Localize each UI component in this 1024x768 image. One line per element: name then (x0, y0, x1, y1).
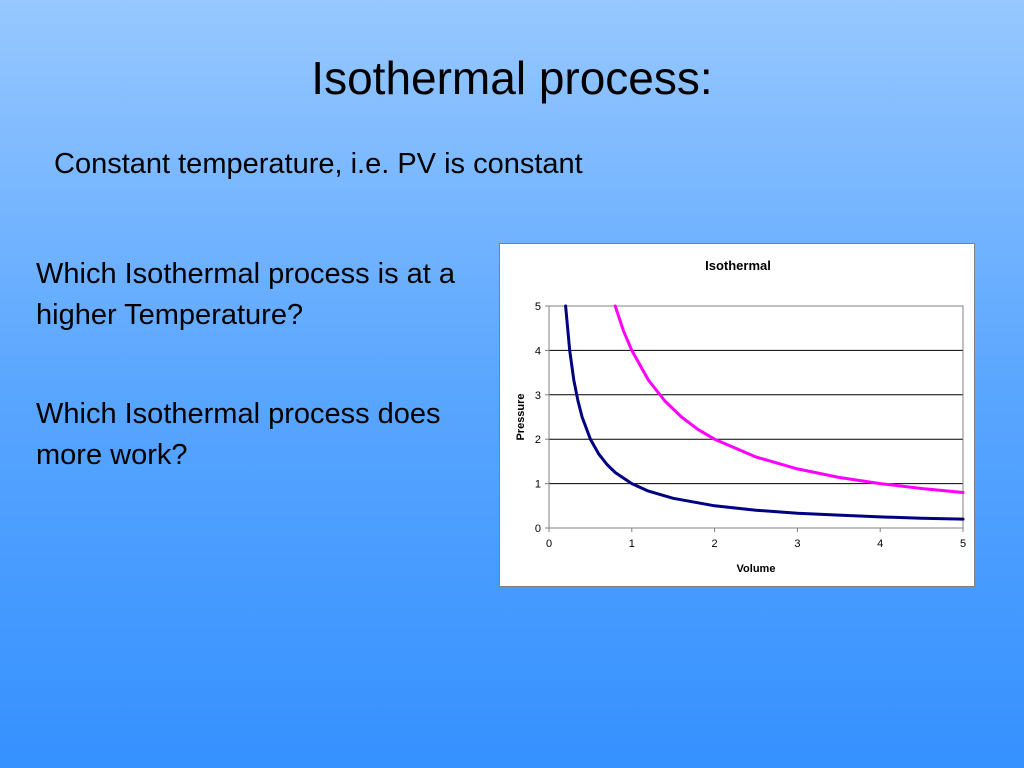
series-line-1 (564, 304, 965, 521)
y-axis-label: Pressure (515, 393, 527, 440)
axes: 0 1 2 3 4 5 0 1 2 3 4 5 (535, 301, 966, 550)
question-more-work: Which Isothermal process does more work? (36, 398, 441, 471)
y-tick-label: 3 (535, 390, 541, 402)
x-tick-label: 4 (877, 538, 883, 550)
x-tick-label: 1 (629, 538, 635, 550)
slide-title: Isothermal process: (311, 52, 713, 104)
y-tick-label: 4 (535, 345, 541, 357)
x-axis-label: Volume (737, 563, 776, 575)
chart-title: Isothermal (705, 258, 771, 273)
y-tick-label: 5 (535, 301, 541, 313)
plot-area (548, 305, 964, 529)
isothermal-chart: Isothermal 0 1 2 3 4 5 0 1 2 3 4 5 Volume Pressure (499, 243, 975, 587)
x-tick-label: 0 (546, 538, 552, 550)
x-tick-label: 3 (794, 538, 800, 550)
x-tick-label: 5 (960, 538, 966, 550)
y-tick-label: 2 (535, 434, 541, 446)
chart-svg: Isothermal 0 1 2 3 4 5 0 1 2 3 4 5 Volume Pressure (515, 258, 966, 575)
series-lines (564, 304, 965, 521)
series-line-2 (613, 304, 965, 494)
slide-subtitle: Constant temperature, i.e. PV is constan… (54, 148, 583, 180)
x-tick-label: 2 (712, 538, 718, 550)
y-tick-label: 0 (535, 523, 541, 535)
y-tick-label: 1 (535, 479, 541, 491)
question-higher-temperature: Which Isothermal process is at a higher … (36, 258, 456, 331)
